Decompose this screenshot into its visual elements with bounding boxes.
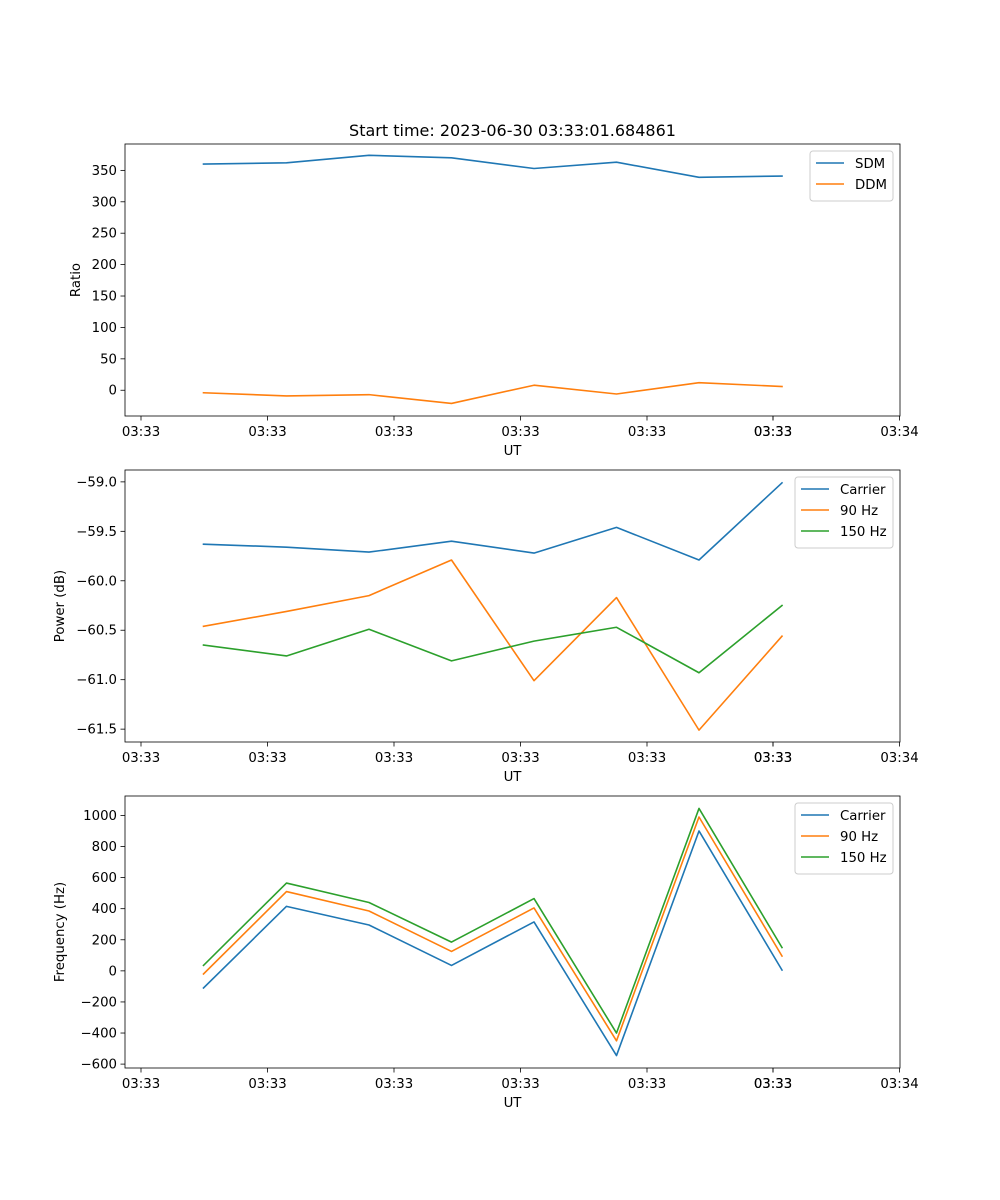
y-tick-label: 600 bbox=[92, 871, 117, 886]
y-tick-label: 800 bbox=[92, 840, 117, 855]
series-line-carrier bbox=[202, 830, 784, 1057]
x-tick-label-last: 03:34 bbox=[880, 425, 918, 440]
x-tick-label: 03:33 bbox=[754, 425, 792, 440]
figure-title: Start time: 2023-06-30 03:33:01.684861 bbox=[349, 121, 676, 140]
y-tick-label: 50 bbox=[100, 352, 117, 367]
y-axis-label: Ratio bbox=[69, 263, 84, 297]
x-tick-label: 03:33 bbox=[628, 751, 666, 766]
y-tick-label: 100 bbox=[92, 321, 117, 336]
y-tick-label: 0 bbox=[109, 384, 117, 399]
x-tick-label: 03:33 bbox=[754, 1077, 792, 1092]
legend: Carrier 90 Hz 150 Hz bbox=[794, 476, 894, 549]
series-line-150-hz bbox=[202, 604, 784, 674]
series-line-90-hz bbox=[202, 559, 784, 731]
y-tick-label: −61.5 bbox=[76, 723, 117, 738]
x-tick-label: 03:33 bbox=[501, 751, 539, 766]
legend: Carrier 90 Hz 150 Hz bbox=[794, 802, 894, 875]
y-tick-label: −600 bbox=[80, 1058, 117, 1073]
x-tick-label: 03:33 bbox=[501, 1077, 539, 1092]
x-tick-label: 03:33 bbox=[375, 751, 413, 766]
plot-frame bbox=[124, 143, 901, 417]
plot-frame bbox=[124, 469, 901, 743]
x-tick-label: 03:33 bbox=[122, 425, 160, 440]
x-tick-label: 03:33 bbox=[122, 1077, 160, 1092]
x-tick-label: 03:33 bbox=[754, 751, 792, 766]
series-line-carrier bbox=[202, 481, 784, 561]
y-tick-label: −400 bbox=[80, 1027, 117, 1042]
series-line-150-hz bbox=[202, 807, 784, 1034]
series-line-ddm bbox=[202, 381, 783, 405]
y-tick-label: 200 bbox=[92, 933, 117, 948]
x-tick-label: 03:33 bbox=[248, 1077, 286, 1092]
y-tick-label: 400 bbox=[92, 902, 117, 917]
x-tick-label: 03:33 bbox=[628, 425, 666, 440]
y-tick-label: −60.0 bbox=[76, 574, 117, 589]
plot-frame bbox=[124, 795, 901, 1069]
legend-label: 90 Hz bbox=[840, 504, 878, 519]
series-line-sdm bbox=[202, 154, 783, 179]
y-axis-label: Power (dB) bbox=[53, 570, 68, 642]
x-tick-label: 03:33 bbox=[501, 425, 539, 440]
x-tick-label: 03:33 bbox=[248, 425, 286, 440]
y-tick-label: 300 bbox=[92, 195, 117, 210]
legend-label: 90 Hz bbox=[840, 830, 878, 845]
legend-label: DDM bbox=[855, 178, 887, 193]
x-axis-label: UT bbox=[504, 1096, 523, 1111]
x-tick-label: 03:33 bbox=[122, 751, 160, 766]
y-tick-label: 1000 bbox=[83, 809, 117, 824]
y-tick-label: −59.5 bbox=[76, 525, 117, 540]
y-tick-label: 350 bbox=[92, 164, 117, 179]
x-tick-label: 03:33 bbox=[248, 751, 286, 766]
x-tick-label: 03:33 bbox=[628, 1077, 666, 1092]
legend-label: Carrier bbox=[840, 483, 886, 498]
y-tick-label: 0 bbox=[109, 964, 117, 979]
series-line-90-hz bbox=[202, 816, 784, 1042]
y-tick-label: 250 bbox=[92, 227, 117, 242]
legend-label: SDM bbox=[855, 157, 885, 172]
x-tick-label: 03:33 bbox=[375, 1077, 413, 1092]
x-tick-label-last: 03:34 bbox=[880, 751, 918, 766]
y-tick-label: 200 bbox=[92, 258, 117, 273]
x-tick-label-last: 03:34 bbox=[880, 1077, 918, 1092]
y-tick-label: −59.0 bbox=[76, 475, 117, 490]
legend-label: 150 Hz bbox=[840, 851, 887, 866]
x-axis-label: UT bbox=[504, 444, 523, 459]
legend-label: 150 Hz bbox=[840, 525, 887, 540]
x-tick-label: 03:33 bbox=[754, 1077, 792, 1092]
legend-label: Carrier bbox=[840, 809, 886, 824]
legend: SDM DDM bbox=[809, 150, 894, 202]
y-axis-label: Frequency (Hz) bbox=[53, 882, 68, 982]
x-tick-label: 03:33 bbox=[754, 425, 792, 440]
x-tick-label: 03:33 bbox=[375, 425, 413, 440]
y-tick-label: −200 bbox=[80, 995, 117, 1010]
x-tick-label: 03:33 bbox=[754, 751, 792, 766]
y-tick-label: −60.5 bbox=[76, 624, 117, 639]
y-tick-label: −61.0 bbox=[76, 673, 117, 688]
y-tick-label: 150 bbox=[92, 290, 117, 305]
x-axis-label: UT bbox=[504, 770, 523, 785]
